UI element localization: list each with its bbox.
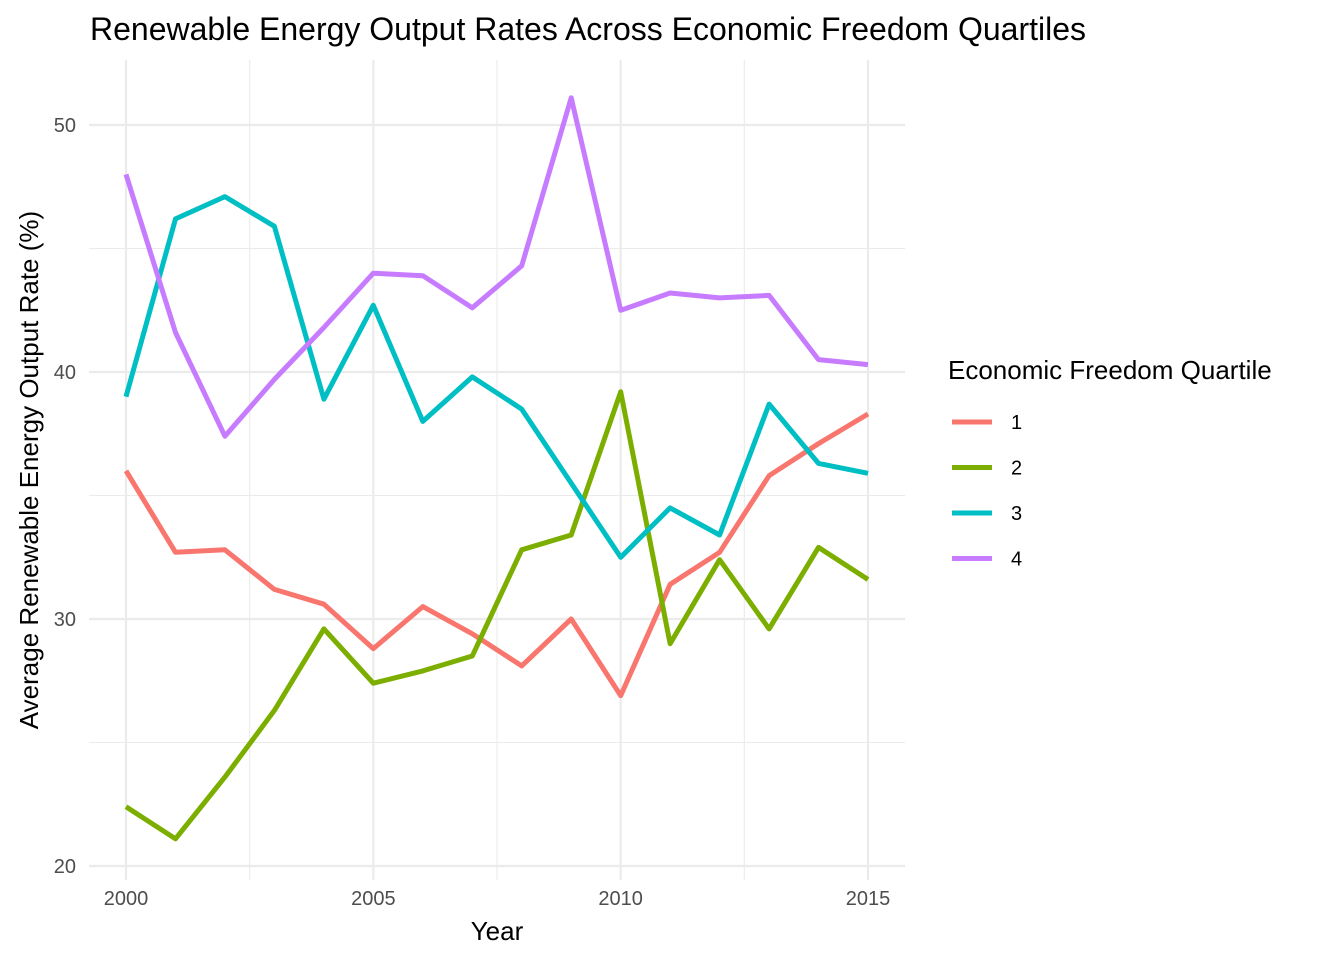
x-axis-title: Year bbox=[471, 916, 524, 946]
series-lines bbox=[123, 95, 870, 842]
y-tick-label: 40 bbox=[54, 362, 76, 384]
x-axis-ticks: 2000 2005 2010 2015 bbox=[104, 888, 891, 910]
legend-items: 1 2 3 4 bbox=[952, 412, 1022, 571]
legend: Economic Freedom Quartile 1 2 3 4 bbox=[948, 355, 1272, 571]
series-line-2 bbox=[124, 389, 870, 842]
y-axis-ticks: 20 30 40 50 bbox=[54, 115, 76, 878]
grid bbox=[89, 60, 905, 880]
legend-label-4: 4 bbox=[1011, 549, 1022, 571]
y-tick-label: 30 bbox=[54, 609, 76, 631]
y-tick-label: 50 bbox=[54, 115, 76, 137]
x-tick-label: 2000 bbox=[104, 888, 149, 910]
chart-title: Renewable Energy Output Rates Across Eco… bbox=[90, 11, 1086, 47]
y-axis-title: Average Renewable Energy Output Rate (%) bbox=[14, 211, 44, 729]
x-tick-label: 2015 bbox=[846, 888, 891, 910]
x-tick-label: 2005 bbox=[351, 888, 396, 910]
legend-label-2: 2 bbox=[1011, 458, 1022, 480]
legend-title: Economic Freedom Quartile bbox=[948, 355, 1272, 385]
series-line-4 bbox=[123, 95, 869, 439]
y-tick-label: 20 bbox=[54, 856, 76, 878]
series-line-1 bbox=[123, 411, 870, 699]
legend-label-3: 3 bbox=[1011, 503, 1022, 525]
x-tick-label: 2010 bbox=[598, 888, 643, 910]
legend-label-1: 1 bbox=[1011, 412, 1022, 434]
series-line-3 bbox=[123, 194, 869, 560]
